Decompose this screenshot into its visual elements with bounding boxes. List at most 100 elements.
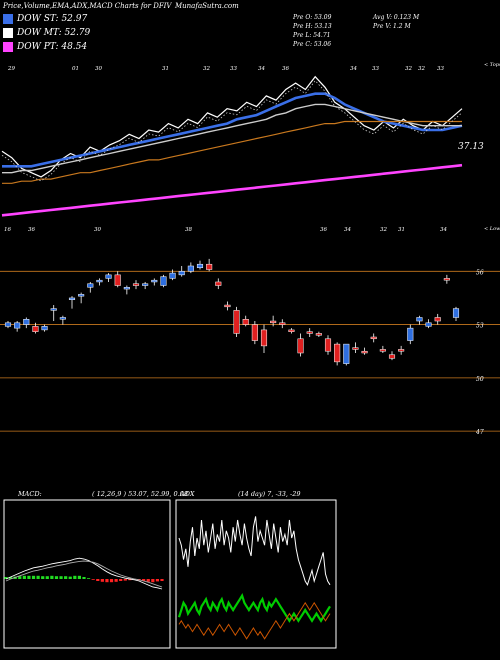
candle-body (452, 308, 460, 318)
legend-item-dow-st: DOW ST: 52.97 (3, 13, 87, 25)
top-date-label: 01 (72, 66, 79, 72)
macd-frame (3, 499, 171, 649)
candle-body (324, 338, 332, 352)
candle-body (59, 317, 66, 320)
last-price-label: 37.13 (458, 142, 484, 152)
legend-item-dow-mt: DOW MT: 52.79 (3, 27, 90, 39)
info-pre-low-text: Pre L: 54.71 (293, 32, 331, 39)
bottom-date-label: 34 (440, 227, 447, 233)
candle-body (224, 304, 231, 308)
info-pre-volume-text: Pre V: 1.2 M (373, 23, 411, 30)
candle-body (178, 271, 185, 276)
site-name-text[interactable]: MunafaSutra.com (175, 2, 239, 10)
candle-body (68, 297, 76, 300)
top-date-label: 34 (258, 66, 265, 72)
macd-hist-bar (96, 579, 100, 581)
top-date-label: 31 (162, 66, 169, 72)
candle-body (50, 308, 57, 311)
tops-label: < Tops (484, 62, 500, 68)
candle-body (215, 281, 222, 286)
macd-hist-bar (77, 575, 82, 579)
macd-hist-bar (68, 576, 72, 579)
price-dotted-line (1, 80, 463, 182)
adx-line-1 (177, 592, 331, 623)
info-pre-open-text: Pre O: 53.09 (293, 14, 332, 21)
macd-panel: MACD: ( 12,26,9 ) 53.07, 52.99, 0.08 (3, 490, 188, 649)
macd-params: ( 12,26,9 ) 53.07, 52.99, 0.08 (92, 490, 188, 498)
macd-hist-bar (50, 575, 54, 579)
macd-hist-bar (54, 576, 59, 579)
macd-hist-bar (155, 579, 160, 582)
ema-line-2 (2, 103, 462, 174)
bottom-date-label: 34 (344, 227, 351, 233)
bottom-date-label: 36 (28, 227, 35, 233)
y-tick-label: 47 (475, 429, 484, 436)
macd-hist-bar (64, 576, 68, 579)
site-name[interactable]: MunafaSutra.com (175, 2, 239, 10)
legend-swatch (3, 42, 13, 52)
top-date-label: 32 (203, 66, 210, 72)
candle-body (315, 333, 322, 336)
macd-line-1 (5, 560, 163, 588)
macd-hist-bar (82, 577, 86, 579)
bottom-date-label: 32 (380, 227, 387, 233)
macd-hist-bar (18, 576, 22, 579)
top-date-label: 32 (418, 66, 425, 72)
candle-body (169, 272, 176, 279)
candle-body (306, 331, 313, 334)
adx-line-0 (178, 516, 331, 586)
macd-hist-bar (91, 579, 95, 580)
adx-params: (14 day) 7, -33, -29 (238, 490, 301, 498)
candle-body (379, 349, 386, 352)
macd-hist-bar (151, 579, 155, 583)
lows-label: < Lows (484, 226, 500, 232)
candle-body (251, 324, 258, 341)
candle-body (398, 349, 405, 352)
candle-body (206, 263, 213, 270)
legend-label: DOW ST: 52.97 (17, 14, 88, 24)
candle-body (416, 317, 423, 322)
bottom-date-label: 16 (4, 227, 11, 233)
candle-body (123, 287, 130, 290)
macd-hist-bar (86, 578, 91, 579)
candle-body (160, 276, 167, 286)
top-date-label: 29 (7, 66, 15, 72)
bottom-date-label: 30 (94, 227, 101, 233)
macd-hist-bar (100, 579, 104, 582)
top-date-label: 33 (437, 66, 444, 72)
legend-item-dow-pt: DOW PT: 48.54 (3, 41, 87, 53)
candle-body (132, 283, 140, 286)
candle-body (343, 343, 350, 364)
bottom-date-label: 38 (185, 227, 192, 233)
info-pre-close: Pre C: 53.06 (293, 41, 331, 48)
info-avg-volume-text: Avg V: 0.123 M (373, 14, 420, 21)
bottom-date-label: 31 (398, 227, 405, 233)
candle-body (260, 329, 268, 347)
candlestick-panel: 56 53 50 47 (0, 258, 500, 436)
candle-body (334, 343, 341, 363)
top-date-label: 34 (350, 66, 357, 72)
macd-hist-bar (45, 576, 49, 579)
candle-body (370, 336, 377, 340)
ema-line-4 (1, 163, 463, 217)
candle-body (78, 294, 85, 297)
macd-hist-bar (59, 576, 63, 579)
macd-hist-bar (109, 579, 114, 583)
macd-hist-bar (22, 575, 26, 579)
price-ema-panel: 29 01 30 31 32 33 34 36 34 33 32 32 33 < Tops 16 36 30 38… (1, 62, 500, 233)
candle-body (151, 279, 158, 283)
candle-body (352, 347, 359, 350)
candle-body (407, 327, 414, 341)
info-pre-low: Pre L: 54.71 (293, 32, 330, 39)
macd-title: MACD: (17, 490, 42, 498)
chart-title: Price,Volume,EMA,ADX,MACD Charts for DFI… (3, 2, 172, 10)
ema-line-1 (2, 92, 463, 168)
candle-body (23, 319, 30, 325)
candle-body (233, 310, 240, 334)
candle-body (96, 279, 103, 283)
candle-body (361, 350, 368, 354)
macd-hist-bar (114, 579, 118, 582)
y-tick-label: 53 (476, 323, 484, 330)
legend-label: DOW PT: 48.54 (17, 42, 88, 52)
legend-swatch (3, 14, 13, 24)
